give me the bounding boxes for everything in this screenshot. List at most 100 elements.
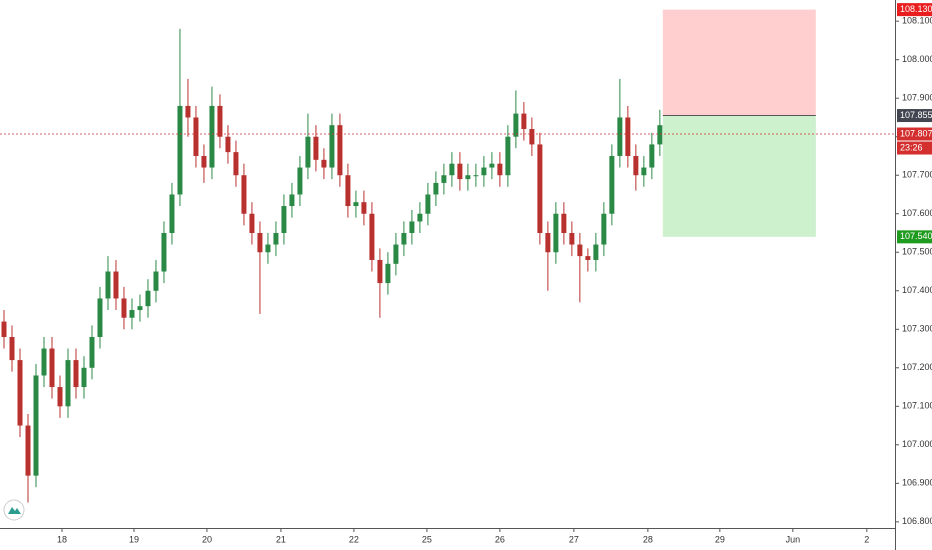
candle-body	[161, 232, 167, 272]
candle-body	[481, 167, 487, 176]
candle-body	[1, 321, 7, 337]
y-tick-label: 107.700	[902, 170, 932, 180]
y-tick-label: 107.000	[902, 439, 932, 449]
candle-body	[529, 129, 535, 145]
candle-body	[585, 256, 591, 260]
candle-body	[649, 144, 655, 168]
last-price-label-bg	[897, 127, 932, 141]
candle-body	[265, 244, 271, 253]
candle-body	[281, 206, 287, 233]
candle-body	[233, 152, 239, 176]
candle-body	[361, 202, 367, 214]
candle-body	[441, 175, 447, 183]
candle-body	[177, 105, 183, 195]
y-tick-label: 107.400	[902, 285, 932, 295]
y-tick-label: 107.900	[902, 93, 932, 103]
x-tick-label: 28	[643, 534, 653, 544]
candle-body	[345, 175, 351, 207]
candle-body	[521, 113, 527, 130]
x-tick-label: 25	[422, 534, 432, 544]
candle-body	[41, 348, 47, 376]
y-tick-label: 108.100	[902, 16, 932, 26]
y-tick-label: 107.500	[902, 247, 932, 257]
candle-body	[193, 117, 199, 156]
candle-body	[25, 425, 31, 476]
candle-body	[297, 167, 303, 195]
candle-body	[617, 117, 623, 156]
candle-body	[601, 213, 607, 245]
y-tick-label: 106.900	[902, 478, 932, 488]
y-tick-label: 107.600	[902, 208, 932, 218]
candle-body	[169, 194, 175, 233]
candle-body	[73, 360, 79, 388]
candle-body	[81, 367, 87, 388]
y-tick-label: 107.300	[902, 324, 932, 334]
target-zone	[662, 9, 816, 116]
candle-body	[137, 306, 143, 311]
x-tick-label: 29	[715, 534, 725, 544]
candle-body	[425, 194, 431, 214]
x-tick-label: 27	[569, 534, 579, 544]
candle-body	[9, 336, 15, 361]
candle-body	[489, 163, 495, 168]
x-tick-label: 26	[495, 534, 505, 544]
candle-body	[545, 232, 551, 253]
candle-body	[201, 155, 207, 168]
candle-body	[241, 175, 247, 214]
candle-body	[377, 259, 383, 284]
candle-body	[561, 213, 567, 233]
x-tick-label: 21	[276, 534, 286, 544]
candle-body	[57, 387, 63, 407]
candle-body	[473, 175, 479, 177]
logo-mark[interactable]	[8, 507, 21, 514]
candle-body	[49, 348, 55, 388]
x-tick-label: 2	[864, 534, 869, 544]
candle-body	[145, 290, 151, 307]
candle-body	[65, 360, 71, 407]
candle-body	[89, 336, 95, 368]
stop-label: 107.540	[900, 231, 932, 241]
candle-body	[369, 213, 375, 260]
candle-body	[393, 244, 399, 264]
candle-body	[433, 182, 439, 195]
candle-body	[457, 163, 463, 180]
candle-body	[17, 360, 23, 426]
candle-body	[625, 117, 631, 156]
target-label-bg	[897, 3, 932, 17]
candle-body	[633, 155, 639, 176]
candle-body	[113, 271, 119, 299]
stop-zone	[662, 115, 816, 237]
candle-body	[497, 163, 503, 176]
x-tick-label: 20	[202, 534, 212, 544]
y-tick-label: 107.200	[902, 362, 932, 372]
candle-body	[105, 271, 111, 299]
countdown-label: 23:26	[900, 142, 923, 152]
entry-label-bg	[897, 109, 932, 123]
candle-body	[401, 232, 407, 245]
candle-body	[537, 144, 543, 233]
y-tick-label: 107.100	[902, 401, 932, 411]
candle-body	[409, 221, 415, 233]
candle-body	[289, 194, 295, 207]
candle-body	[313, 136, 319, 160]
candle-body	[185, 105, 191, 118]
candle-body	[577, 244, 583, 257]
candle-body	[321, 159, 327, 168]
x-tick-label: 19	[129, 534, 139, 544]
candle-body	[657, 125, 663, 145]
candle-body	[121, 298, 127, 318]
candle-body	[353, 202, 359, 207]
logo[interactable]	[3, 499, 25, 521]
candle-body	[609, 155, 615, 214]
entry-label: 107.855	[900, 110, 932, 120]
candle-body	[385, 263, 391, 284]
stop-label-bg	[897, 230, 932, 244]
y-tick-label: 108.000	[902, 54, 932, 64]
candle-body	[449, 163, 455, 176]
last-price-label: 107.807	[900, 128, 932, 138]
candle-body	[97, 298, 103, 337]
countdown-label-bg	[897, 141, 932, 155]
y-tick-label: 106.800	[902, 516, 932, 526]
candle-body	[129, 310, 135, 318]
